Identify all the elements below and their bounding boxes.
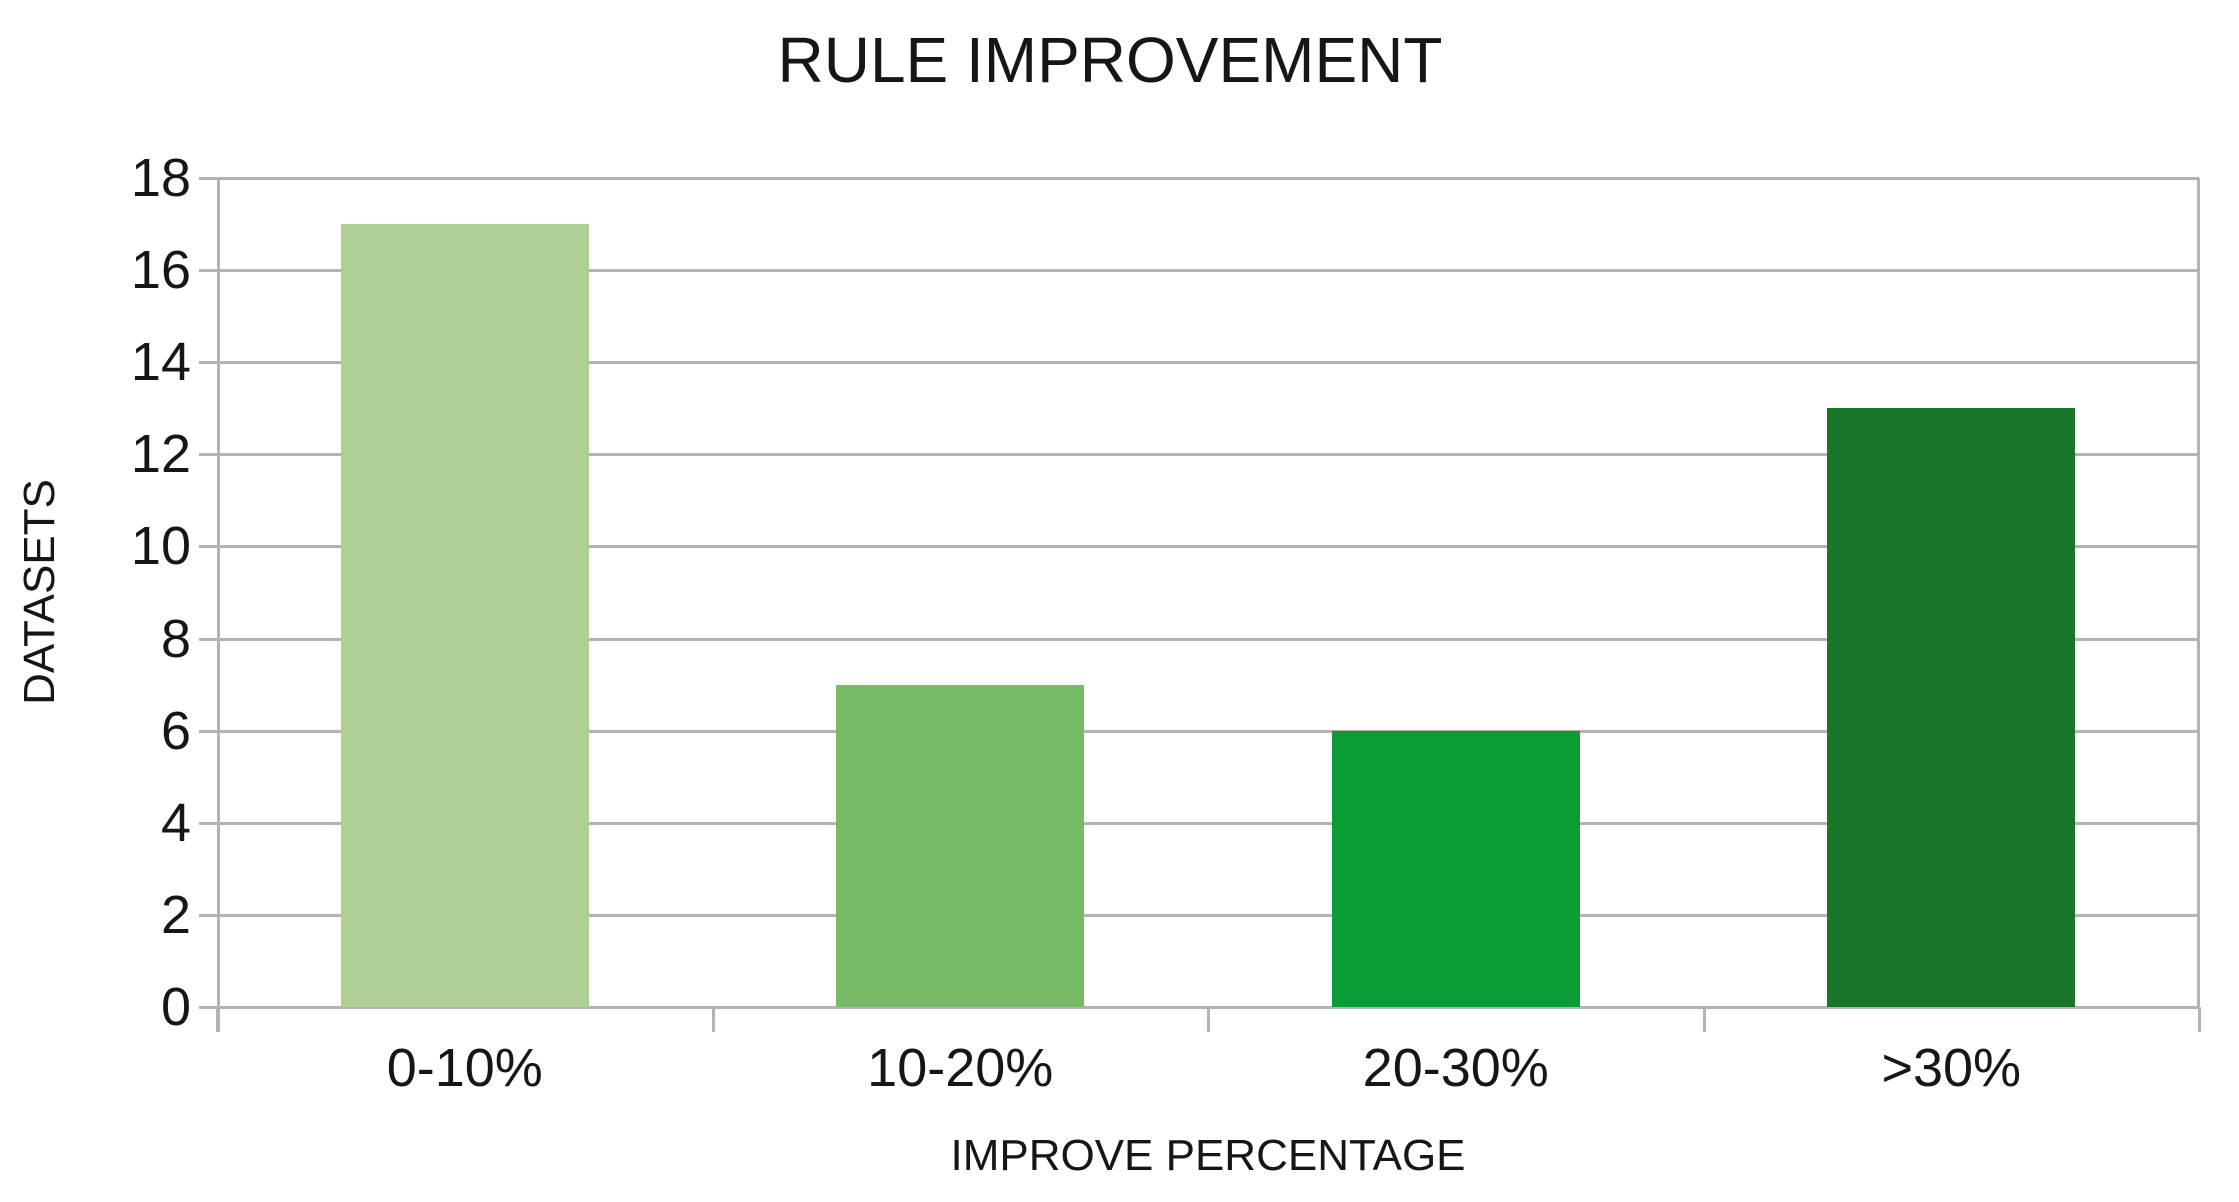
x-axis-title: IMPROVE PERCENTAGE (950, 1131, 1466, 1180)
gridline (199, 545, 2199, 549)
y-tick-label: 6 (160, 700, 191, 761)
y-tick-label: 10 (130, 516, 191, 577)
bar-20-30% (1331, 730, 1580, 1007)
y-tick-label: 14 (130, 332, 191, 393)
x-axis-tick (216, 1007, 219, 1032)
x-axis-tick (2198, 1007, 2201, 1032)
gridline (199, 1006, 2199, 1009)
y-axis-title: DATASETS (15, 479, 64, 705)
gridline (199, 821, 2199, 825)
gridline (199, 913, 2199, 917)
y-tick-label: 2 (160, 884, 191, 945)
y-tick-label: 12 (130, 424, 191, 485)
x-axis-tick (711, 1007, 715, 1032)
x-tick-label: 0-10% (386, 1038, 543, 1098)
x-tick-label: 20-30% (1362, 1038, 1549, 1098)
y-tick-label: 18 (130, 148, 191, 208)
bar->30% (1827, 408, 2076, 1007)
y-tick-label: 0 (160, 977, 191, 1037)
y-tick-label: 16 (130, 240, 191, 301)
gridline (199, 361, 2199, 365)
y-tick-label: 8 (160, 608, 191, 669)
x-axis-tick (1207, 1007, 1210, 1032)
x-tick-label: 10-20% (867, 1038, 1054, 1098)
x-tick-label: >30% (1881, 1038, 2022, 1098)
bar-0-10% (340, 224, 589, 1007)
gridline (199, 729, 2199, 733)
x-axis-tick (1702, 1007, 1706, 1032)
gridline (199, 269, 2199, 273)
y-tick-label: 4 (160, 792, 191, 853)
gridline (199, 177, 2199, 180)
plot-right-border (2197, 178, 2200, 1007)
chart-title: RULE IMPROVEMENT (777, 24, 1443, 96)
gridline (199, 637, 2199, 641)
gridline (199, 453, 2199, 457)
y-axis-line (217, 178, 220, 1032)
bar-10-20% (836, 684, 1085, 1007)
